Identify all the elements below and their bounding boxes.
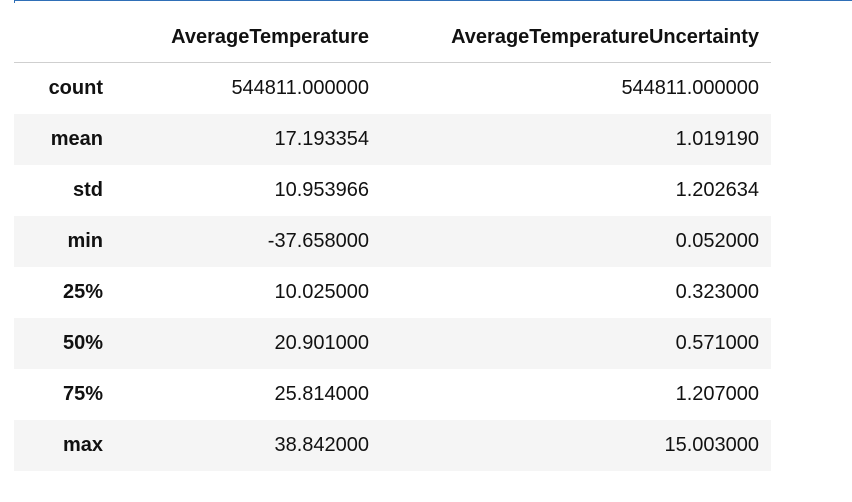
cell-average-temperature: -37.658000: [267, 230, 369, 252]
header-row: AverageTemperature AverageTemperatureUnc…: [14, 12, 771, 63]
cell-average-temperature: 38.842000: [274, 434, 369, 456]
cell-average-temperature-uncertainty: 544811.000000: [621, 77, 759, 99]
table-row: min -37.658000 0.052000: [14, 216, 771, 267]
table-row: 50% 20.901000 0.571000: [14, 318, 771, 369]
table-row: max 38.842000 15.003000: [14, 420, 771, 471]
cell-average-temperature: 10.953966: [274, 179, 369, 201]
cell-average-temperature-uncertainty: 0.052000: [675, 230, 759, 252]
row-label: 75%: [62, 383, 103, 405]
table-row: count 544811.000000 544811.000000: [14, 63, 771, 115]
cell-average-temperature-uncertainty: 0.323000: [675, 281, 759, 303]
cell-average-temperature-uncertainty: 1.207000: [675, 383, 759, 405]
table-row: 75% 25.814000 1.207000: [14, 369, 771, 420]
cell-average-temperature-uncertainty: 15.003000: [664, 434, 759, 456]
row-label: min: [67, 230, 103, 252]
cell-average-temperature: 17.193354: [274, 128, 369, 150]
output-cell-border: [14, 0, 852, 3]
cell-average-temperature-uncertainty: 0.571000: [675, 332, 759, 354]
cell-average-temperature: 10.025000: [274, 281, 369, 303]
row-label: 50%: [62, 332, 103, 354]
table-row: std 10.953966 1.202634: [14, 165, 771, 216]
cell-average-temperature: 544811.000000: [231, 77, 369, 99]
table-row: 25% 10.025000 0.323000: [14, 267, 771, 318]
row-label: count: [48, 77, 103, 99]
table-body: count 544811.000000 544811.000000 mean 1…: [14, 63, 771, 471]
row-label: mean: [50, 128, 103, 150]
row-label: max: [62, 434, 103, 456]
index-header-corner: [14, 12, 115, 63]
column-header-average-temperature: AverageTemperature: [115, 12, 381, 63]
cell-average-temperature-uncertainty: 1.019190: [675, 128, 759, 150]
table-row: mean 17.193354 1.019190: [14, 114, 771, 165]
cell-average-temperature-uncertainty: 1.202634: [675, 179, 759, 201]
describe-dataframe-table: AverageTemperature AverageTemperatureUnc…: [14, 12, 771, 471]
row-label: std: [73, 179, 103, 201]
table-header: AverageTemperature AverageTemperatureUnc…: [14, 12, 771, 63]
row-label: 25%: [62, 281, 103, 303]
cell-average-temperature: 20.901000: [274, 332, 369, 354]
column-header-average-temperature-uncertainty: AverageTemperatureUncertainty: [381, 12, 771, 63]
cell-average-temperature: 25.814000: [274, 383, 369, 405]
